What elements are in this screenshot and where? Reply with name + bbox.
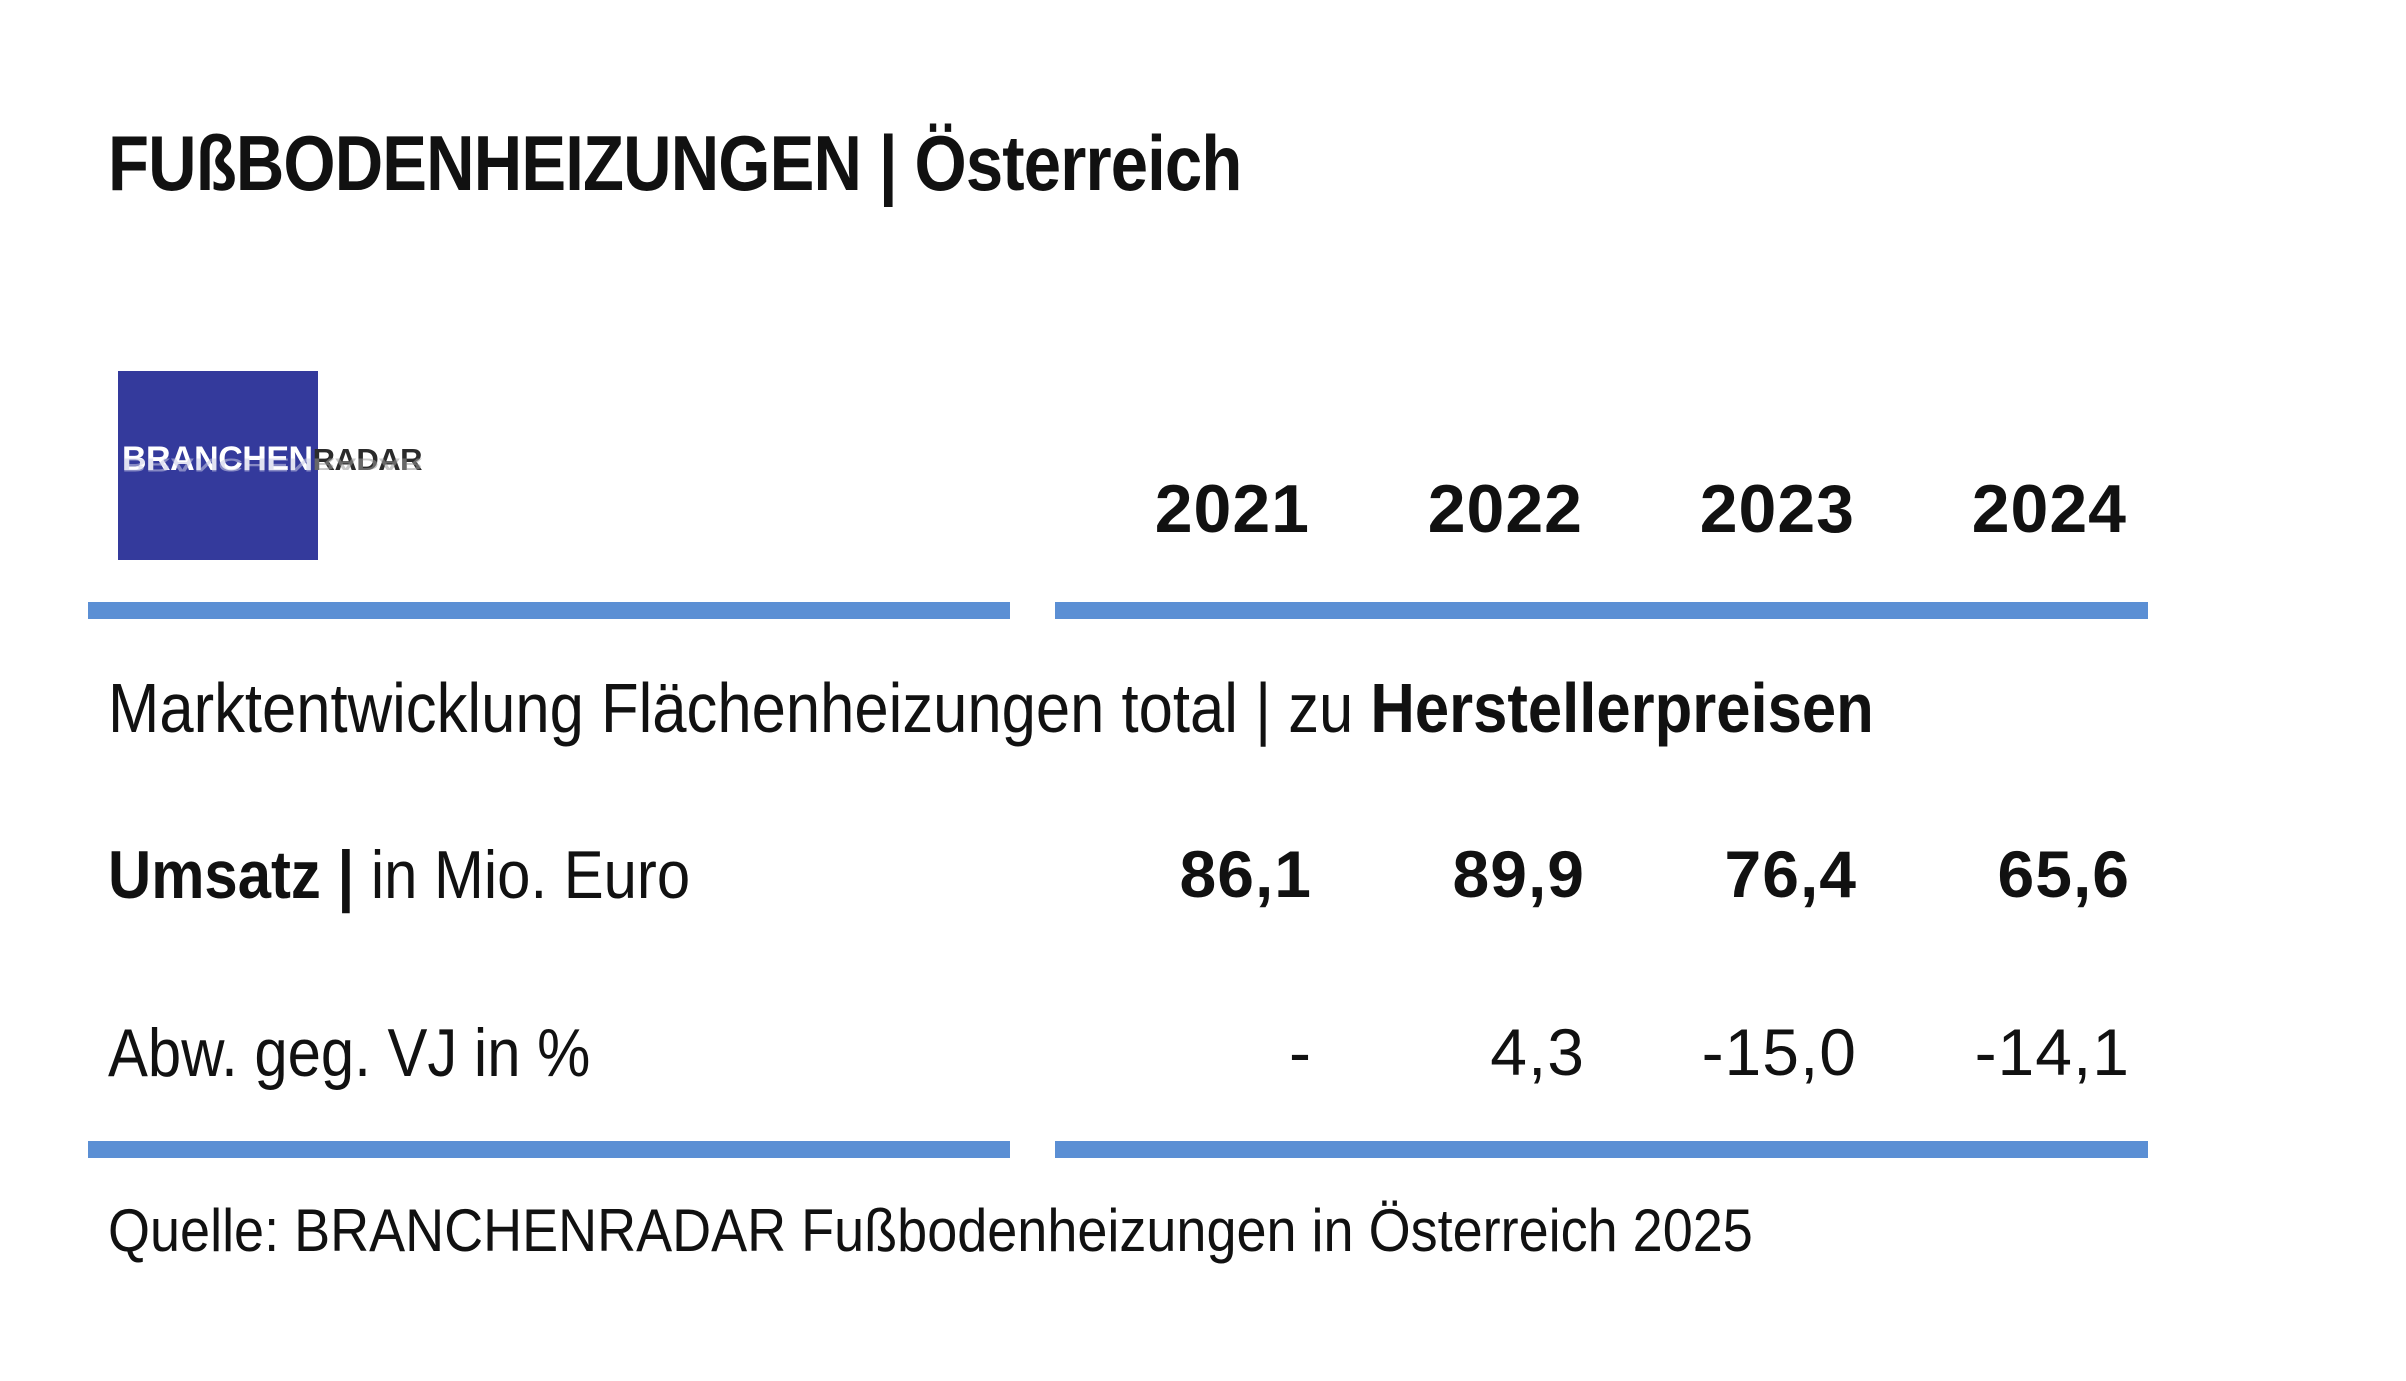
source-note: Quelle: BRANCHENRADAR Fußbodenheizungen … (108, 1197, 1753, 1264)
row-label-abweichung-regular: Abw. geg. VJ in % (108, 1015, 591, 1091)
header-rule-left (88, 602, 1010, 619)
row-label-abweichung: Abw. geg. VJ in % (108, 1014, 590, 1092)
umsatz-value-2023: 76,4 (1724, 837, 1857, 911)
abweichung-value-2021: - (1289, 1015, 1312, 1089)
row-label-umsatz-regular: in Mio. Euro (354, 837, 691, 913)
logo-wordmark-part2: RADAR (312, 442, 423, 477)
logo-reflection-part2: RADAR (312, 454, 422, 474)
logo-wordmark-reflection: BRANCHENRADAR (122, 454, 422, 476)
row-label-umsatz-bold: Umsatz | (108, 837, 355, 913)
year-header-2023: 2023 (1699, 471, 1855, 547)
subtitle-bold: Herstellerpreisen (1370, 669, 1874, 747)
footer-rule-right (1055, 1141, 2148, 1158)
logo-wordmark-part1: BRANCHEN (122, 440, 313, 478)
year-header-2021: 2021 (1154, 471, 1310, 547)
logo-reflection-part1: BRANCHEN (122, 454, 313, 476)
abweichung-value-2022: 4,3 (1490, 1015, 1585, 1089)
year-header-2024: 2024 (1971, 471, 2127, 547)
umsatz-value-2022: 89,9 (1452, 837, 1585, 911)
header-rule-right (1055, 602, 2148, 619)
page-title: FUßBODENHEIZUNGEN | Österreich (108, 119, 1242, 207)
umsatz-value-2024: 65,6 (1997, 837, 2130, 911)
table-subtitle: Marktentwicklung Flächenheizungen total … (108, 668, 1874, 748)
logo-wordmark: BRANCHENRADAR (122, 440, 423, 478)
branchenradar-logo (118, 371, 318, 560)
umsatz-value-2021: 86,1 (1179, 837, 1312, 911)
year-header-2022: 2022 (1427, 471, 1583, 547)
row-label-umsatz: Umsatz | in Mio. Euro (108, 836, 690, 914)
subtitle-regular: Marktentwicklung Flächenheizungen total … (108, 669, 1371, 747)
abweichung-value-2024: -14,1 (1974, 1015, 2130, 1089)
footer-rule-left (88, 1141, 1010, 1158)
abweichung-value-2023: -15,0 (1701, 1015, 1857, 1089)
